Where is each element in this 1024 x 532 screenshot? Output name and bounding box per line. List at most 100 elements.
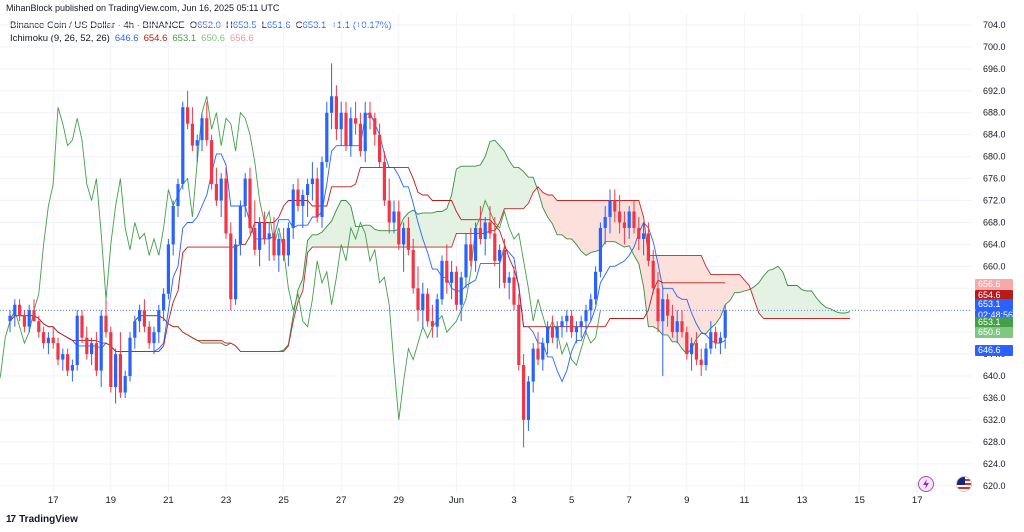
candle-body — [397, 211, 401, 245]
time-axis: 17 19 21 23 25 27 29 Jun 3 5 7 9 11 13 15 17 — [48, 495, 923, 506]
indicator-title[interactable]: Ichimoku (9, 26, 52, 26) — [10, 33, 110, 44]
candle-body — [277, 238, 281, 256]
ichimoku-lines — [0, 96, 972, 420]
cloud-segment — [724, 274, 731, 306]
y-tick-label: 668.0 — [983, 217, 1006, 227]
candle-body — [450, 271, 454, 283]
candle-body — [358, 123, 362, 152]
x-tick-label: 21 — [163, 495, 174, 506]
cloud-segment — [590, 200, 596, 253]
cloud-segment — [547, 194, 553, 225]
footer-brand[interactable]: 17 TradingView — [6, 514, 78, 525]
cloud-segment — [456, 165, 462, 234]
candle-body — [66, 354, 70, 371]
ohlc-high: H653.5 — [225, 20, 257, 31]
y-tick-label: 640.0 — [983, 371, 1006, 381]
candle-body — [320, 162, 324, 217]
cloud-segment — [388, 230, 395, 248]
candle-body — [291, 189, 295, 228]
indicator-value-conversion: 646.6 — [114, 33, 139, 44]
candle-body — [723, 310, 727, 338]
candle-body — [181, 107, 185, 185]
candle-body — [368, 112, 372, 119]
candle-body — [502, 249, 506, 283]
indicator-value-span-b: 656.6 — [229, 33, 254, 44]
y-tick-label: 696.0 — [983, 64, 1006, 74]
y-tick-label: 664.0 — [983, 239, 1006, 249]
candle-body — [80, 315, 84, 338]
y-tick-label: 636.0 — [983, 393, 1006, 403]
candle-body — [536, 348, 540, 360]
candle-body — [234, 244, 238, 300]
y-tick-label: 680.0 — [983, 152, 1006, 162]
candle-body — [152, 332, 156, 344]
candle-body — [123, 376, 127, 393]
candle-body — [13, 304, 17, 316]
cloud-segment — [556, 200, 563, 236]
cloud-segment — [384, 230, 390, 248]
x-tick-label: 9 — [684, 495, 689, 506]
price-tag: 654.6 — [975, 290, 1013, 302]
indicator-value-lagging: 653.1 — [172, 33, 197, 44]
candle-body — [286, 227, 290, 256]
x-tick-label: 17 — [48, 495, 59, 506]
replay-icon[interactable] — [918, 476, 934, 492]
price-tag: 653.1 — [975, 317, 1013, 329]
x-tick-label: 11 — [739, 495, 749, 506]
x-tick-label: 27 — [336, 495, 347, 506]
candle-body — [637, 227, 641, 239]
cloud-segment — [494, 139, 500, 232]
candle-body — [459, 277, 463, 305]
cloud-segment — [561, 200, 568, 240]
cloud-segment — [460, 165, 467, 234]
price-tag: 653.1 — [975, 298, 1013, 310]
candle-body — [382, 162, 386, 201]
cloud-segment — [528, 176, 534, 204]
candle-body — [646, 233, 650, 261]
candle-body — [56, 343, 60, 360]
flag-us-icon[interactable] — [956, 476, 972, 492]
cloud-segment — [374, 228, 380, 248]
candle-body — [229, 233, 233, 300]
y-tick-label: 684.0 — [983, 130, 1006, 140]
symbol-title[interactable]: Binance Coin / US Dollar · 4h · BINANCE — [10, 20, 185, 31]
candle-body — [589, 299, 593, 311]
y-tick-label: 632.0 — [983, 415, 1006, 425]
cloud-segment — [480, 155, 486, 234]
x-tick-label: 13 — [797, 495, 808, 506]
candle-body — [574, 326, 578, 333]
candle-body — [507, 277, 511, 283]
y-tick-label: 704.0 — [983, 20, 1006, 30]
candle-body — [349, 118, 353, 146]
candle-body — [99, 315, 103, 371]
y-tick-label: 692.0 — [983, 86, 1006, 96]
candle-body — [469, 244, 473, 261]
cloud-segment — [772, 265, 779, 319]
cloud-segment — [518, 167, 524, 209]
cloud-segment — [840, 312, 846, 319]
candle-body — [488, 222, 492, 234]
candle-body — [603, 216, 607, 228]
candle-body — [550, 326, 554, 338]
candle-body — [714, 332, 718, 344]
candle-body — [354, 118, 358, 124]
candle-body — [94, 343, 98, 371]
candle-body — [522, 365, 526, 420]
candle-body — [214, 184, 218, 201]
candle-body — [675, 321, 679, 333]
candle-body — [598, 227, 602, 272]
candle-body — [238, 206, 242, 245]
x-tick-label: 23 — [221, 495, 232, 506]
candle-body — [440, 260, 444, 300]
cloud-segment — [523, 171, 529, 210]
price-tag: 650.6 — [975, 327, 1013, 339]
candle-body — [608, 200, 612, 217]
cloud-segment — [379, 230, 385, 248]
cloud-segment — [796, 284, 803, 319]
candle-body — [378, 134, 382, 163]
cloud-segment — [345, 199, 352, 248]
cloud-segment — [676, 255, 683, 350]
cloud-segment — [792, 285, 798, 319]
candle-body — [656, 288, 660, 322]
